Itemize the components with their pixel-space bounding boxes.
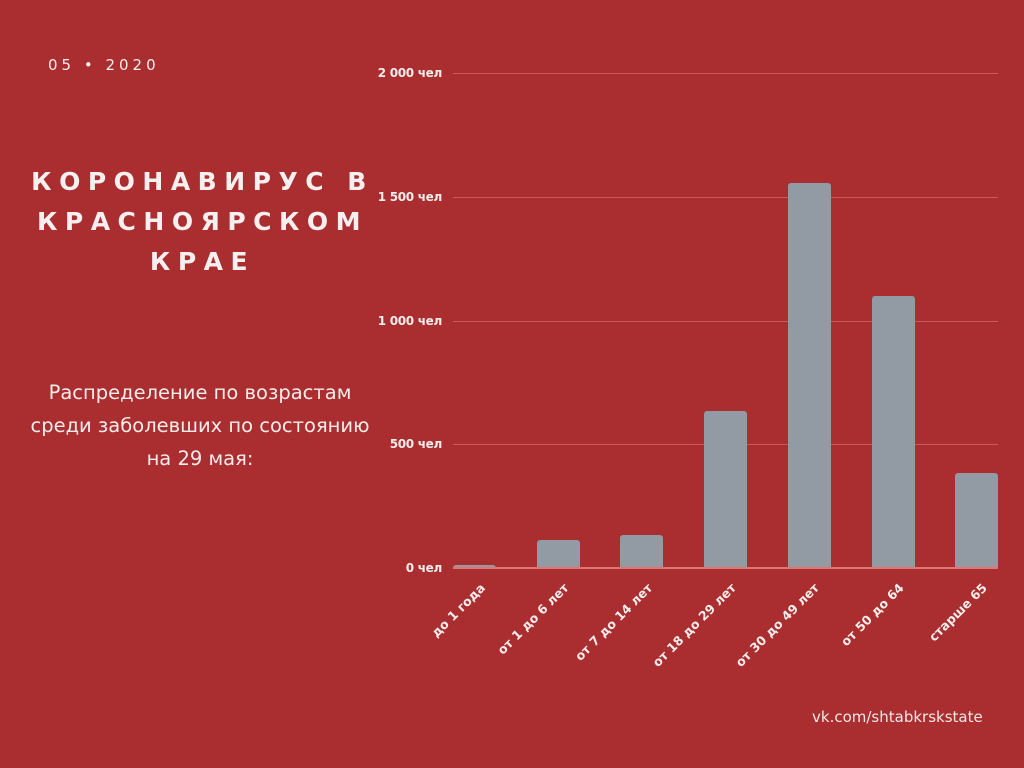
x-tick-label: старше 65	[925, 580, 990, 645]
x-tick-label: от 30 до 49 лет	[732, 580, 823, 670]
bar	[453, 565, 496, 568]
bar	[955, 473, 998, 568]
bar	[704, 411, 747, 568]
bar	[537, 540, 580, 568]
x-tick-label: от 7 до 14 лет	[571, 580, 656, 664]
date-label: 05 • 2020	[48, 56, 160, 74]
bar	[788, 183, 831, 568]
gridline	[453, 321, 998, 322]
bar	[620, 535, 663, 568]
x-axis-baseline	[453, 567, 998, 569]
y-tick-label: 0 чел	[405, 561, 443, 575]
y-tick-label: 2 000 чел	[377, 66, 443, 80]
page-title: КОРОНАВИРУС В КРАСНОЯРСКОМ КРАЕ	[31, 167, 374, 276]
bar	[872, 296, 915, 568]
x-tick-label: от 18 до 29 лет	[648, 580, 739, 670]
y-tick-label: 1 500 чел	[377, 189, 443, 204]
source-link[interactable]: vk.com/shtabkrskstate	[812, 708, 983, 726]
x-tick-label: до 1 года	[427, 580, 488, 641]
gridline	[453, 197, 998, 198]
x-tick-label: от 50 до 64	[837, 580, 907, 650]
y-tick-label: 500 чел	[389, 437, 443, 452]
chart-subtitle: Распределение по возрастам среди заболев…	[30, 381, 370, 470]
x-tick-label: от 1 до 6 лет	[494, 580, 572, 658]
y-tick-label: 1 000 чел	[377, 313, 443, 328]
gridline	[453, 73, 998, 74]
